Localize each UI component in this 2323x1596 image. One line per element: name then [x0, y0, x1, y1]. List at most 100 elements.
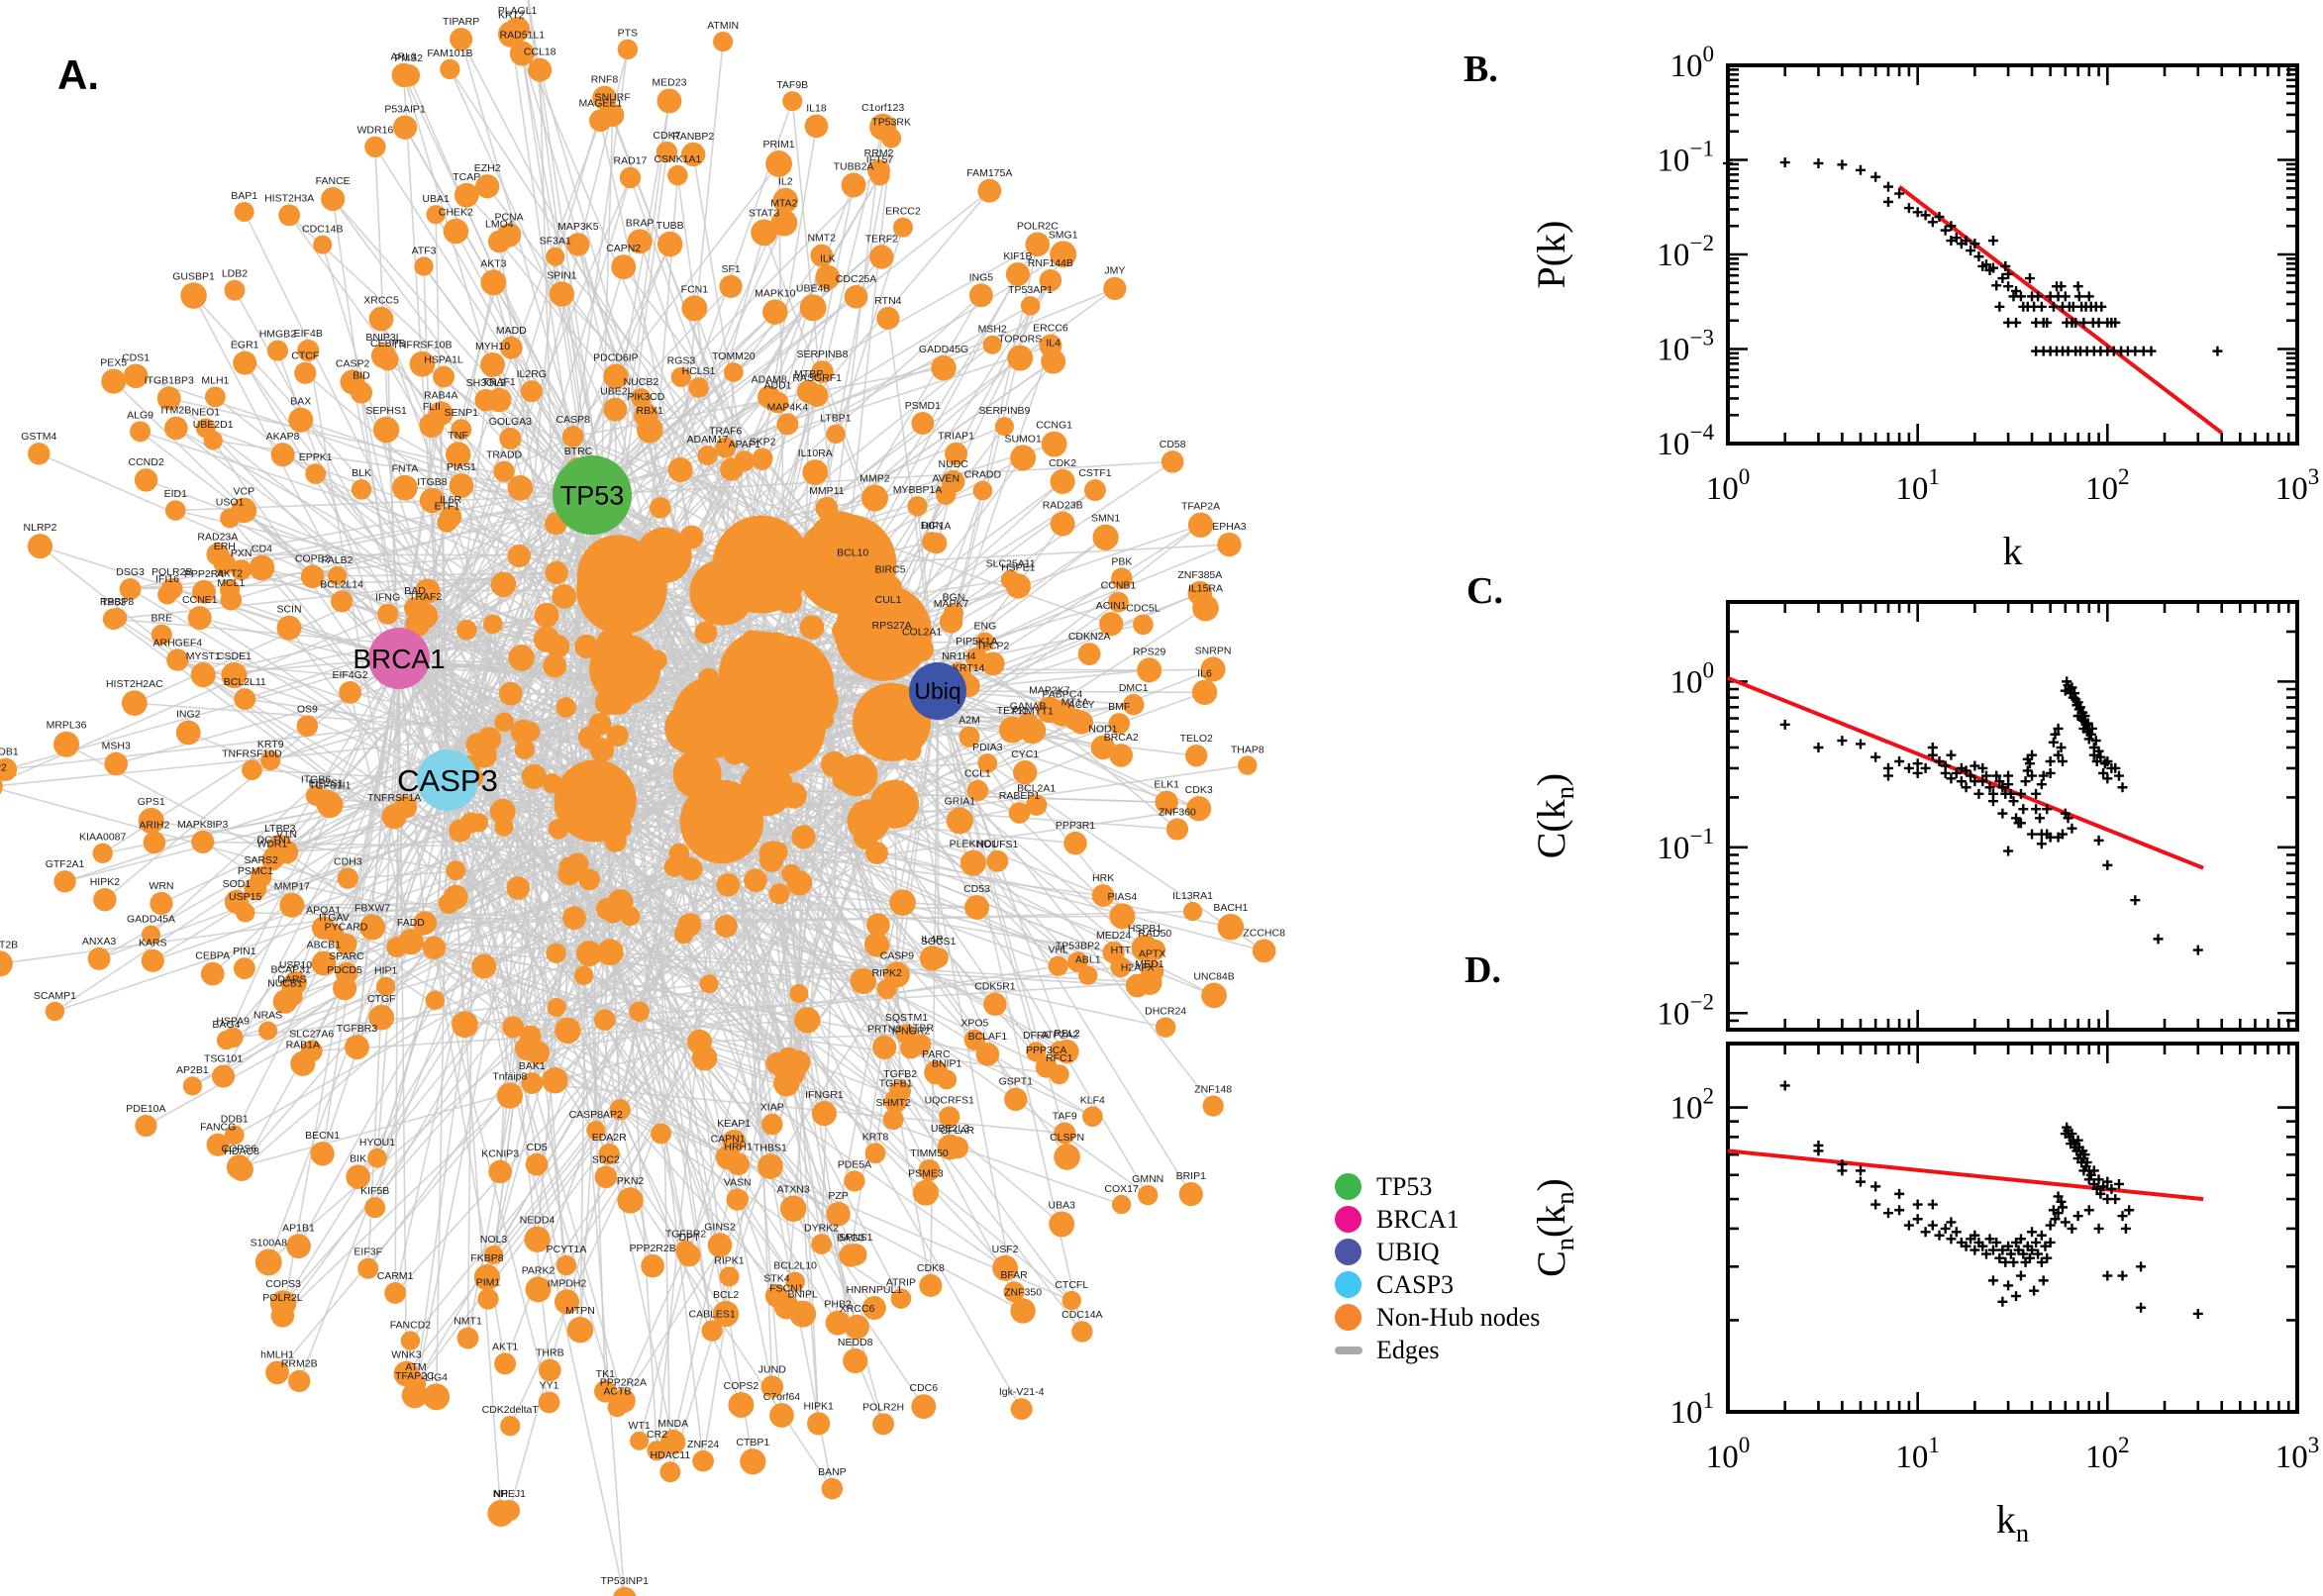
network-node: [578, 868, 601, 891]
network-hub-edge: [130, 588, 449, 781]
network-node: [726, 1188, 749, 1211]
network-node: [659, 1461, 681, 1483]
network-node: [608, 815, 632, 840]
x-tick-label-B: 103: [2275, 463, 2320, 507]
data-point-D: [2072, 1211, 2083, 1222]
network-node: [211, 1064, 236, 1088]
network-node: [578, 555, 600, 577]
network-node: [221, 661, 248, 689]
network-node: [1054, 1122, 1076, 1145]
network-node: [493, 460, 515, 482]
network-node: [166, 648, 189, 671]
network-node: [1185, 745, 1208, 767]
data-point-B: [1779, 157, 1790, 168]
network-node: [528, 57, 553, 82]
network-node: [814, 710, 835, 730]
network-node: [890, 1288, 912, 1309]
network-node: [93, 887, 117, 912]
network-node: [617, 39, 639, 60]
network-edge: [281, 711, 739, 1317]
network-node: [270, 443, 295, 467]
network-node: [939, 610, 963, 634]
network-node: [1071, 1321, 1093, 1343]
network-node: [53, 870, 76, 893]
network-node: [135, 1114, 157, 1138]
network-node: [524, 1226, 551, 1252]
network-node: [372, 416, 400, 444]
network-edge: [688, 924, 897, 1103]
network-node: [151, 624, 172, 646]
data-point-C: [2031, 804, 2042, 815]
network-node: [1161, 450, 1184, 473]
network-node: [119, 577, 142, 600]
network-node: [220, 589, 243, 611]
network-hub-edge: [398, 397, 642, 659]
data-point-D: [2060, 1217, 2070, 1228]
network-node: [681, 295, 708, 322]
network-edge: [288, 627, 662, 1135]
network-node: [507, 475, 534, 501]
network-edge: [349, 692, 412, 943]
data-point-C: [2067, 823, 2077, 834]
network-node: [776, 413, 799, 436]
network-node: [617, 1187, 644, 1214]
data-point-D: [2113, 1178, 2124, 1189]
network-node: [480, 351, 506, 377]
data-point-C: [2003, 770, 2014, 781]
network-edge: [356, 965, 485, 1178]
network-node: [337, 867, 359, 889]
network-edge: [689, 868, 799, 1063]
data-point-B: [1927, 217, 1938, 228]
network-node: [732, 716, 758, 743]
network-node: [629, 1001, 650, 1022]
network-node: [977, 178, 1002, 203]
network-node: [296, 715, 319, 737]
network-node: [667, 456, 693, 483]
network-node: [305, 463, 327, 484]
network-node: [982, 335, 1002, 354]
network-node: [850, 967, 876, 995]
legend-label-nonhub: Non-Hub nodes: [1376, 1302, 1541, 1332]
nonhub-swatch-icon: [1335, 1304, 1362, 1331]
network-node: [919, 1273, 943, 1298]
network-node: [1010, 1298, 1036, 1324]
network-node: [1007, 345, 1034, 371]
network-node: [182, 1076, 203, 1096]
network-node: [549, 281, 575, 307]
network-node: [381, 804, 407, 830]
network-node: [419, 487, 446, 514]
network-edge: [434, 947, 735, 1143]
network-node: [803, 656, 829, 682]
network-node: [667, 164, 688, 186]
network-edge: [466, 778, 475, 1339]
network-node: [698, 667, 720, 689]
network-node: [542, 773, 562, 794]
network-edge: [226, 941, 412, 1042]
network-node: [313, 235, 333, 254]
data-point-D: [2117, 1270, 2128, 1281]
network-node: [404, 597, 426, 620]
network-node: [861, 1295, 886, 1321]
network-edge: [447, 779, 1048, 1068]
network-node: [425, 990, 446, 1010]
data-point-B: [1837, 159, 1848, 170]
network-edge: [874, 690, 939, 1153]
network-edge: [267, 779, 449, 1263]
network-edge: [151, 820, 456, 871]
network-core-node: [834, 583, 932, 681]
network-node: [1201, 982, 1227, 1009]
y-tick-label-B: 10−2: [1657, 230, 1714, 273]
network-node: [345, 1035, 369, 1060]
x-axis-title-B: k: [2003, 529, 2023, 573]
network-node: [919, 946, 946, 971]
x-axis-title-D: kn: [1996, 1497, 2029, 1547]
data-point-D: [2110, 1194, 2121, 1205]
network-node: [502, 1016, 525, 1039]
network-node: [843, 1347, 868, 1374]
plot-B-frame: [1726, 63, 2299, 446]
network-node: [678, 856, 703, 881]
network-node: [843, 558, 862, 578]
data-point-C: [1837, 736, 1848, 747]
network-node: [499, 336, 523, 359]
